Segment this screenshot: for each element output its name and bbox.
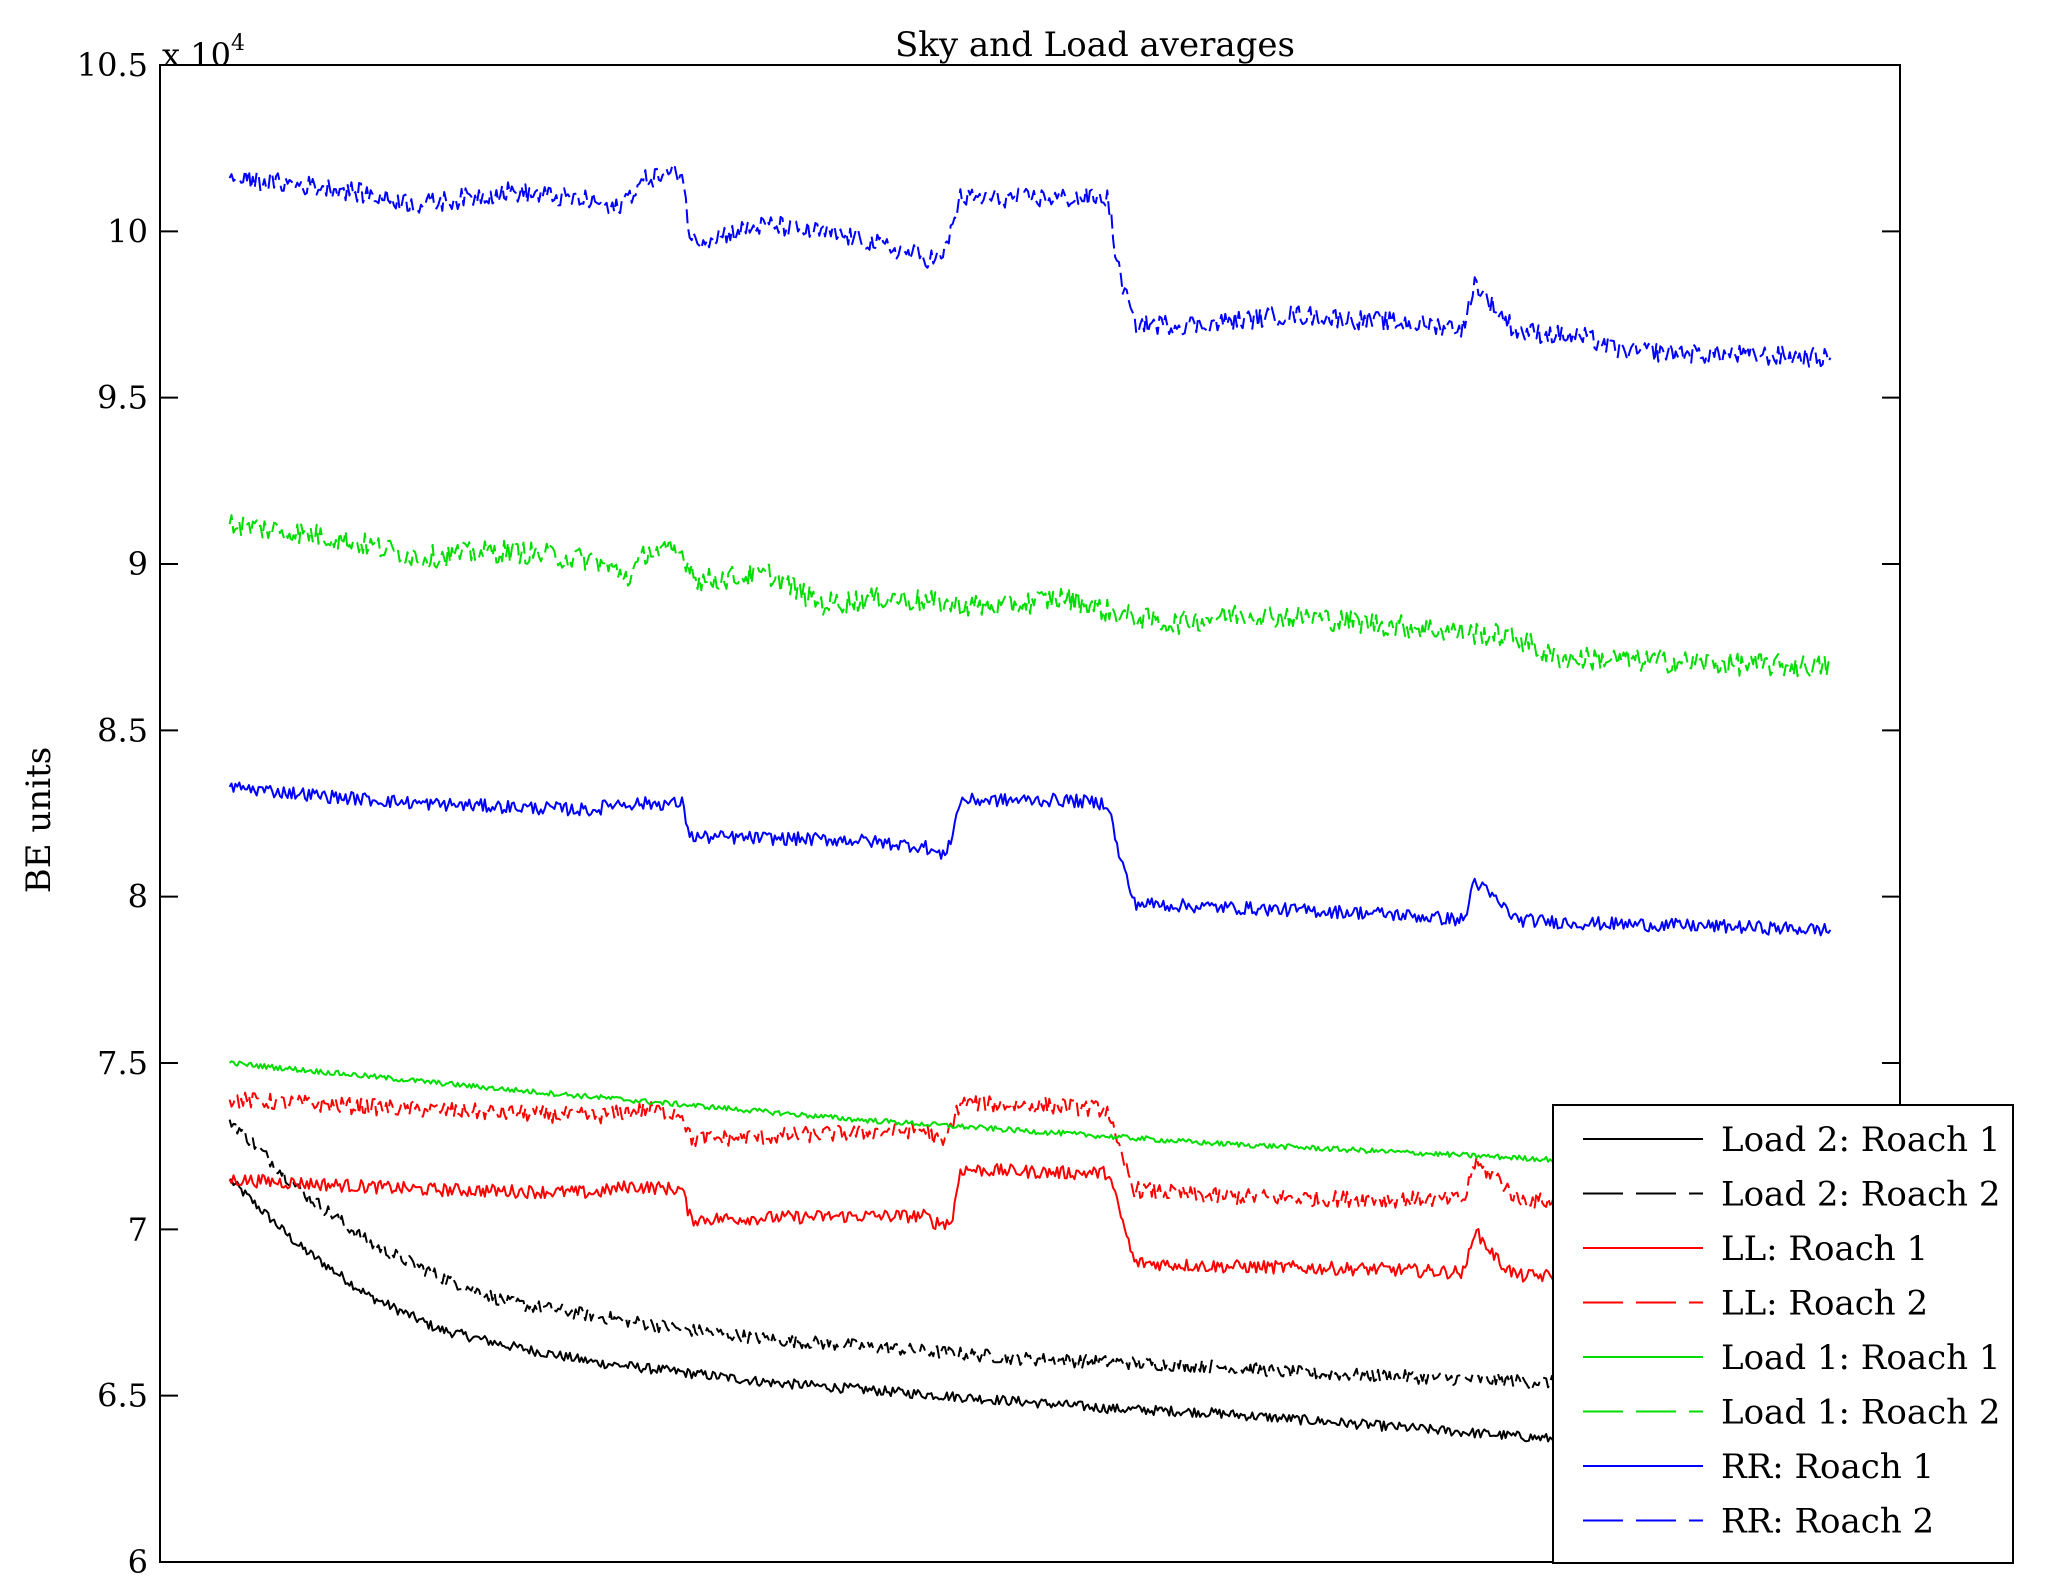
y-tick-label: 10 xyxy=(107,212,148,250)
legend-label: Load 1: Roach 2 xyxy=(1721,1393,2001,1433)
exponent-power: 4 xyxy=(231,31,245,56)
exponent-base: x 10 xyxy=(162,36,231,74)
series-line-2 xyxy=(228,1119,1692,1395)
y-tick-label: 6 xyxy=(128,1543,148,1581)
series-line-7 xyxy=(228,781,1832,937)
y-axis-label: BE units xyxy=(19,747,59,893)
series-line-8 xyxy=(228,163,1832,368)
series-line-3 xyxy=(228,1163,1693,1287)
series-line-5 xyxy=(228,1060,1692,1172)
legend-label: LL: Roach 1 xyxy=(1721,1229,1928,1269)
y-tick-label: 7.5 xyxy=(97,1044,148,1082)
y-tick-label: 8.5 xyxy=(97,711,148,749)
chart-title: Sky and Load averages xyxy=(895,25,1295,65)
legend-frame xyxy=(1552,1104,2014,1564)
series-line-1 xyxy=(229,1178,1693,1454)
series-line-6 xyxy=(228,514,1832,678)
y-tick-label: 9 xyxy=(128,545,148,583)
y-tick-label: 6.5 xyxy=(97,1377,148,1415)
legend-label: RR: Roach 1 xyxy=(1721,1447,1934,1487)
y-tick-label: 7 xyxy=(128,1210,148,1248)
legend-label: LL: Roach 2 xyxy=(1721,1284,1928,1324)
plot-frame xyxy=(159,64,1901,1563)
series-layer xyxy=(228,163,1832,1454)
axes-layer: 6 6.5 7 7.5 8 8.5 9 9.5 10 10.5 xyxy=(77,46,1901,1581)
y-tick-label: 10.5 xyxy=(77,46,148,84)
exponent-label: x 104 xyxy=(162,31,245,74)
y-tick-label: 9.5 xyxy=(97,379,148,417)
legend-label: Load 2: Roach 1 xyxy=(1721,1120,2001,1160)
series-line-4 xyxy=(228,1091,1693,1215)
y-tick-label: 8 xyxy=(128,878,148,916)
legend-label: RR: Roach 2 xyxy=(1721,1502,1934,1542)
legend: Load 2: Roach 1 Load 2: Roach 2 LL: Roach … xyxy=(1552,1104,2014,1564)
legend-label: Load 2: Roach 2 xyxy=(1721,1175,2001,1215)
legend-label: Load 1: Roach 1 xyxy=(1721,1338,2001,1378)
